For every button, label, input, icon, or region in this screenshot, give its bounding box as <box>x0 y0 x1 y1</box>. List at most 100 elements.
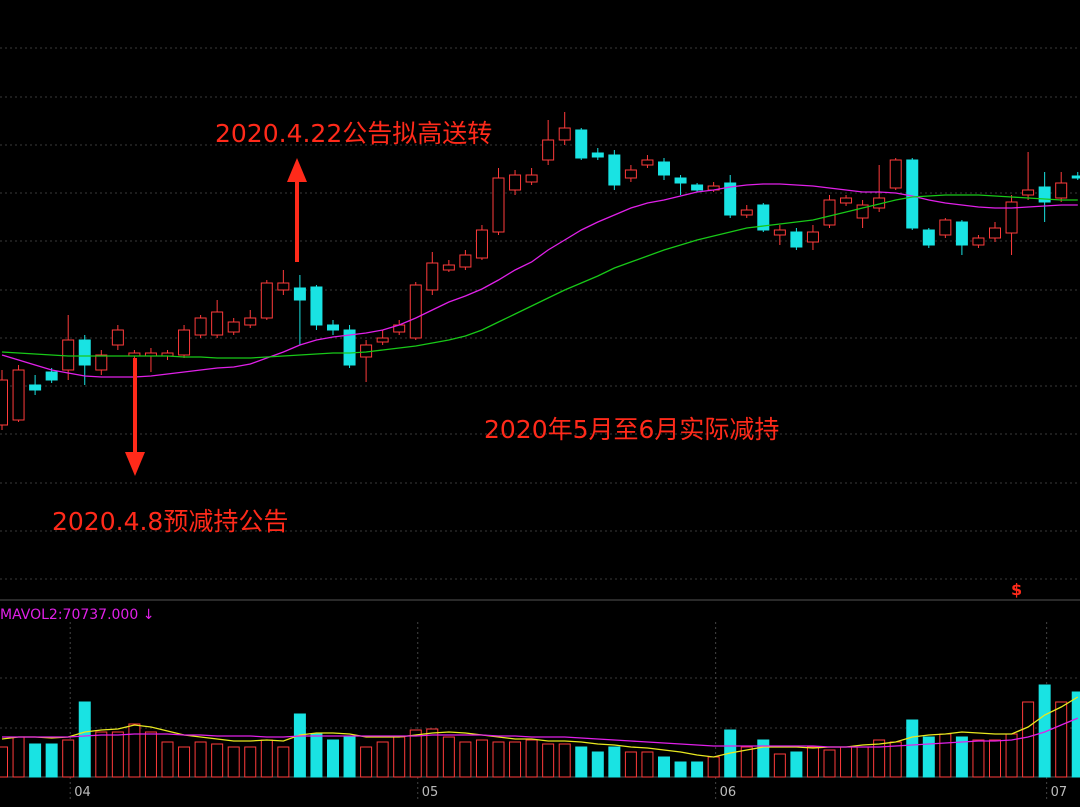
candle-body <box>1022 189 1035 196</box>
volume-bar <box>293 713 306 778</box>
volume-bar <box>972 739 985 778</box>
candle-body <box>575 129 588 159</box>
annotation: 2020.4.8预减持公告 <box>52 507 288 536</box>
volume-bar <box>856 746 869 778</box>
x-tick-label: 04 <box>74 785 91 800</box>
volume-bar <box>45 743 58 778</box>
volume-bar <box>1038 684 1051 778</box>
candle-body <box>658 161 670 176</box>
candle-body <box>426 262 439 291</box>
candle-body <box>194 317 207 336</box>
volume-bar <box>906 719 919 778</box>
candle-body <box>889 159 902 189</box>
plot: 04 05 06 07 <box>0 112 1080 800</box>
candle-body <box>327 324 339 331</box>
candle-body <box>757 204 770 231</box>
volume-bar <box>393 736 406 778</box>
volume-bar <box>840 746 853 778</box>
arrow-head <box>125 452 145 476</box>
volume-bar <box>78 701 91 778</box>
indicator-label: MAVOL2:70737.000 ↓ <box>0 607 154 623</box>
candle-body <box>227 321 240 333</box>
candle-body <box>178 329 191 356</box>
grid <box>0 47 1080 729</box>
volume-bar <box>542 743 555 778</box>
candle-body <box>409 284 422 339</box>
volume-bar <box>740 746 753 778</box>
candle-body <box>293 287 306 301</box>
volume-bar <box>178 746 191 778</box>
volume-bar <box>144 731 157 778</box>
volume-bar <box>62 739 75 778</box>
volume-bar <box>426 728 439 778</box>
candle-body <box>806 231 819 243</box>
volume-bar <box>525 739 538 778</box>
volume-bar <box>773 753 786 778</box>
volume-bar <box>442 736 455 778</box>
candle-body <box>724 182 737 216</box>
arrow-head <box>287 158 307 182</box>
volume-bar <box>608 746 621 778</box>
candle-body <box>691 184 704 191</box>
candle-body <box>641 159 654 166</box>
volume-bar <box>955 736 968 778</box>
candle-body <box>773 229 786 236</box>
candle-body <box>29 384 42 391</box>
x-tick-label: 07 <box>1051 785 1068 800</box>
volume-bar <box>327 739 339 778</box>
candle-body <box>922 229 935 246</box>
volume-bar <box>12 736 25 778</box>
ma-line <box>1 194 1078 359</box>
volume-bar <box>1022 701 1035 778</box>
candle-body <box>608 154 621 186</box>
volume-bar <box>591 751 604 778</box>
volume-bar <box>558 743 571 778</box>
candle-body <box>509 174 522 191</box>
volume-bar <box>360 746 373 778</box>
volume-bar <box>376 741 389 778</box>
volume-bar <box>823 749 836 778</box>
candle-body <box>674 177 687 184</box>
candle-body <box>856 204 869 219</box>
x-tick-label: 06 <box>720 785 737 800</box>
volume-bar <box>691 761 704 778</box>
volume-bar <box>889 741 902 778</box>
candle-body <box>525 174 538 183</box>
annotation: 2020.4.22公告拟高送转 <box>215 119 492 148</box>
annotation: 2020年5月至6月实际减持 <box>484 415 779 444</box>
candle-body <box>95 354 108 371</box>
candle-body <box>989 227 1001 239</box>
volume-bar <box>509 741 522 778</box>
volume-bar <box>128 723 141 778</box>
candle-body <box>12 369 25 421</box>
candle-body <box>62 339 75 371</box>
volume-bar <box>244 746 257 778</box>
candle-body <box>955 221 968 246</box>
candle-body <box>1038 186 1051 203</box>
volume-bar <box>1055 701 1068 778</box>
candle-body <box>111 329 124 346</box>
candle-body <box>45 371 58 381</box>
candle-body <box>492 177 505 233</box>
volume-bar <box>277 746 290 778</box>
candle-body <box>1055 182 1068 199</box>
volume-bar <box>939 733 952 778</box>
volume-ma-line <box>2 717 1079 748</box>
x-tick-label: 05 <box>422 785 439 800</box>
candle-body <box>475 229 488 259</box>
volume-bar <box>624 751 637 778</box>
candle-body <box>211 311 224 336</box>
volume-bar <box>989 739 1001 778</box>
candle-body <box>823 199 836 226</box>
volume-bar <box>575 746 588 778</box>
candle-body <box>906 159 919 229</box>
candle-body <box>1071 175 1080 179</box>
candle-body <box>542 139 555 161</box>
candle-body <box>310 286 323 326</box>
volume-bar <box>790 751 803 778</box>
volume-bar <box>0 746 8 778</box>
candle-body <box>1005 201 1018 234</box>
volume-bar <box>161 741 174 778</box>
volume-bar <box>873 739 886 778</box>
volume-bar <box>1071 691 1080 778</box>
